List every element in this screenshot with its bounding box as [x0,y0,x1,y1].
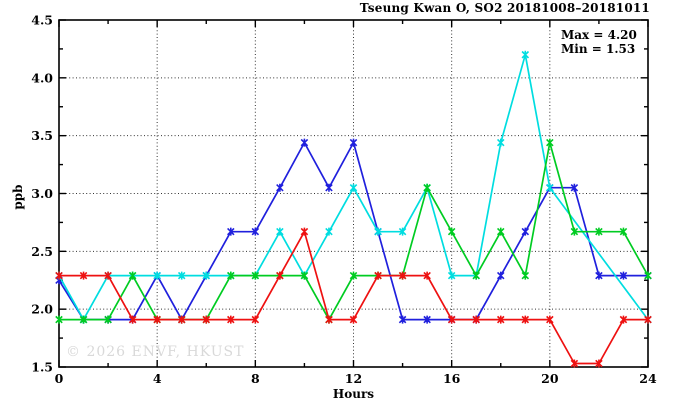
y-axis-label: ppb [11,184,25,210]
x-tick-label: 0 [55,371,64,386]
plot-frame [58,19,649,368]
y-tick-label: 2.5 [31,244,53,259]
chart-title: Tseung Kwan O, SO2 20181008–20181011 [359,1,650,15]
y-tick-label: 4.0 [31,70,53,85]
max-value-label: Max = 4.20 [561,28,637,42]
x-tick-label: 20 [541,371,559,386]
x-tick-label: 4 [153,371,162,386]
x-tick-label: 24 [639,371,657,386]
watermark: © 2026 ENVF, HKUST [66,344,245,360]
series-cyan-line [58,53,649,321]
series-red-markers [55,227,652,368]
min-value-label: Min = 1.53 [561,42,636,56]
y-tick-label: 3.5 [31,128,53,143]
x-tick-label: 16 [443,371,461,386]
maxmin-annotation: Max = 4.20 Min = 1.53 [561,28,637,56]
y-tick-label: 3.0 [31,186,53,201]
x-tick-label: 12 [345,371,362,386]
y-tick-label: 2.0 [31,302,53,317]
y-tick-label: 4.5 [31,13,53,28]
x-tick-label: 8 [251,371,260,386]
x-axis-label: Hours [332,387,375,401]
y-tick-label: 1.5 [31,360,53,375]
